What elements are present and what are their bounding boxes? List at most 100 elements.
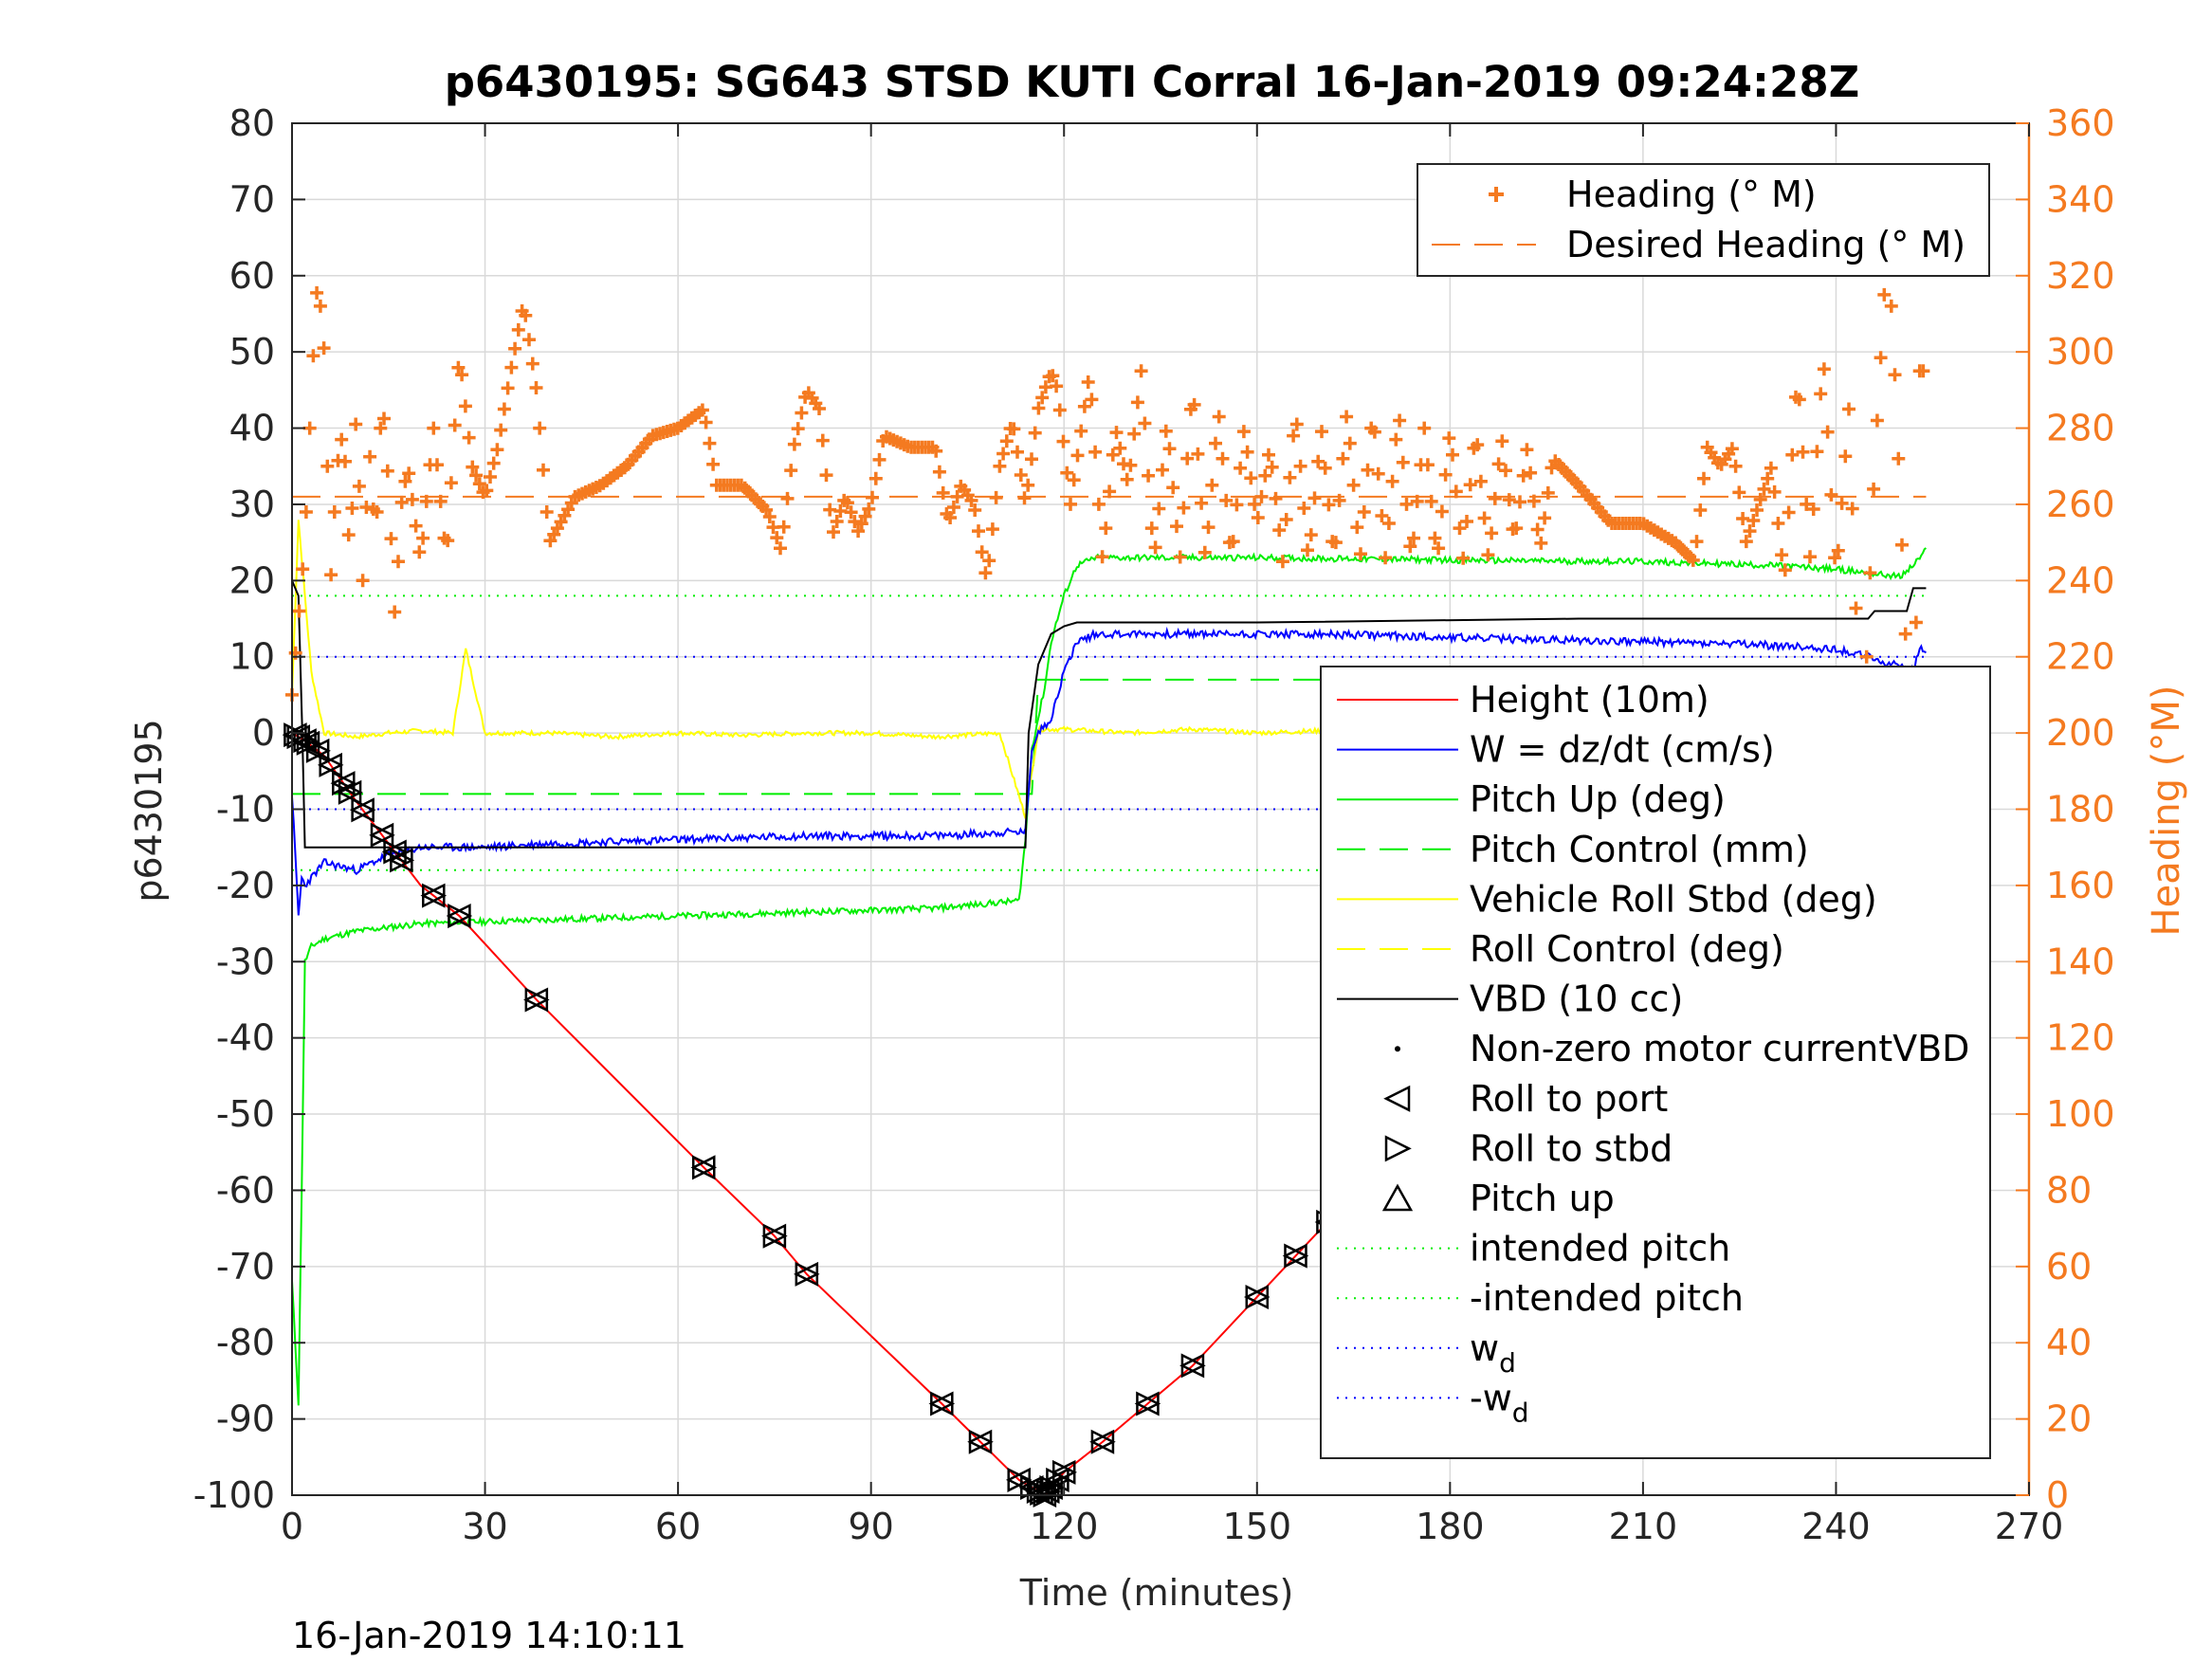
heading-point (1106, 448, 1120, 462)
heading-point (1916, 364, 1930, 378)
heading-point (377, 411, 391, 426)
heading-point (1234, 461, 1248, 475)
heading-point (1191, 447, 1205, 461)
y-tick-label: 30 (229, 484, 275, 525)
y-tick-label: -100 (193, 1474, 275, 1516)
y2-tick-label: 120 (2046, 1017, 2115, 1059)
heading-point (504, 360, 519, 375)
legend-label: -intended pitch (1470, 1277, 1744, 1319)
heading-point (1283, 470, 1297, 484)
legend-label-subscript: d (1499, 1347, 1516, 1379)
heading-point (1216, 451, 1230, 466)
heading-point (999, 434, 1014, 448)
heading-point (1499, 464, 1512, 478)
heading-point (359, 501, 374, 514)
y2-axis-label: Heading (°M) (2145, 685, 2188, 937)
heading-point (356, 574, 370, 588)
heading-point (978, 566, 993, 580)
heading-point (1138, 416, 1152, 430)
heading-point (1453, 521, 1467, 536)
heading-point (1156, 463, 1169, 477)
heading-point (529, 381, 543, 394)
heading-point (819, 468, 833, 483)
heading-point (335, 432, 349, 447)
heading-point (1152, 502, 1166, 516)
heading-point (1842, 402, 1856, 416)
heading-point (1410, 494, 1424, 508)
heading-point (486, 456, 501, 470)
heading-point (1254, 489, 1269, 503)
heading-point (352, 479, 366, 493)
chart-title: p6430195: SG643 STSD KUTI Corral 16-Jan-… (445, 57, 1860, 107)
heading-point (1180, 451, 1195, 466)
series-vbd (291, 579, 1927, 849)
legend-main: Height (10m) W = dz/dt (cm/s) Pitch Up (de… (1320, 666, 1991, 1459)
heading-point (1417, 421, 1432, 435)
heading-point (1428, 531, 1442, 545)
heading-point (533, 421, 547, 435)
heading-point (522, 333, 536, 347)
x-tick-label: 150 (1223, 1506, 1292, 1547)
heading-point (1538, 511, 1552, 525)
heading-point (1456, 551, 1471, 565)
heading-point (1293, 459, 1307, 473)
heading-point (1796, 445, 1810, 459)
heading-point (1050, 379, 1064, 393)
heading-point (1127, 427, 1142, 441)
heading-point (1888, 368, 1902, 382)
heading-point (840, 496, 854, 510)
heading-point (1251, 511, 1265, 524)
heading-point (1845, 502, 1859, 516)
heading-point (1258, 468, 1272, 483)
heading-point (1124, 458, 1138, 472)
heading-point (1782, 505, 1796, 520)
x-tick-label: 90 (848, 1506, 893, 1547)
y2-tick-label: 200 (2046, 712, 2115, 754)
heading-point (1746, 514, 1761, 527)
heading-point (1113, 441, 1127, 455)
heading-point (455, 368, 469, 382)
heading-point (1275, 555, 1289, 569)
heading-point (310, 285, 324, 300)
heading-point (780, 491, 795, 505)
y-tick-label: -40 (216, 1017, 275, 1059)
heading-point (1820, 425, 1835, 439)
y-tick-label: 50 (229, 331, 275, 373)
heading-point (462, 430, 476, 445)
heading-point (392, 555, 405, 569)
heading-point (458, 399, 472, 413)
y2-tick-label: 300 (2046, 331, 2115, 373)
y-tick-label: -10 (216, 789, 275, 831)
marker-roll-stbd (930, 1391, 956, 1416)
heading-point (943, 511, 958, 524)
legend-label: Roll Control (deg) (1470, 928, 1784, 970)
heading-point (1438, 467, 1453, 482)
heading-point (394, 495, 409, 509)
heading-point (1381, 517, 1396, 530)
heading-point (827, 525, 840, 539)
heading-point (1371, 466, 1385, 481)
heading-point (1778, 563, 1792, 577)
heading-point (1870, 413, 1884, 428)
heading-point (1835, 496, 1849, 510)
heading-point (539, 505, 554, 519)
heading-point (1035, 391, 1050, 405)
x-tick-label: 180 (1416, 1506, 1485, 1547)
heading-point (936, 485, 950, 500)
heading-point (854, 517, 868, 531)
heading-point (815, 433, 830, 448)
heading-point (1732, 485, 1746, 500)
y-tick-label: -70 (216, 1246, 275, 1288)
heading-point (324, 568, 338, 582)
heading-point (1219, 493, 1234, 507)
y2-tick-label: 60 (2046, 1246, 2092, 1288)
y2-tick-label: 220 (2046, 636, 2115, 678)
y2-tick-label: 0 (2046, 1474, 2069, 1516)
heading-point (813, 402, 826, 415)
heading-point (1389, 432, 1403, 447)
heading-point (299, 505, 313, 519)
marker-roll-stbd (1090, 1429, 1116, 1454)
heading-point (1060, 466, 1074, 480)
y2-tick-label: 40 (2046, 1322, 2092, 1363)
heading-point (774, 541, 787, 556)
